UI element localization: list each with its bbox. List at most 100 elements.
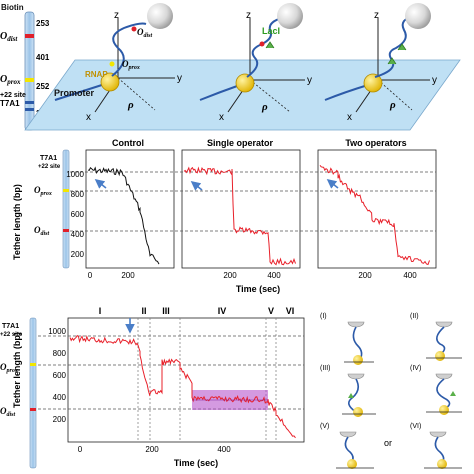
trace-single-operator bbox=[183, 166, 296, 266]
stage-i: I bbox=[99, 306, 102, 316]
len-253: 253 bbox=[36, 19, 50, 28]
schematic-single-operator: z y x ρ LacI bbox=[199, 3, 312, 123]
arrow-single bbox=[190, 181, 203, 191]
plot-frame-control bbox=[85, 149, 175, 269]
bar-b-site: +22 site bbox=[38, 164, 61, 170]
title-single: Single operator bbox=[207, 138, 274, 148]
ytick-c-600: 600 bbox=[53, 371, 67, 380]
rho-label: ρ bbox=[127, 99, 134, 111]
xtick-b1-200: 200 bbox=[121, 271, 135, 280]
site-marker bbox=[25, 101, 34, 104]
trace-c bbox=[69, 334, 296, 439]
plot-frame-single bbox=[181, 149, 301, 269]
dna-construct-bar-top: Biotin 253 Odist 401 Oprox 252 +22 site … bbox=[0, 3, 50, 131]
cartoon-vi bbox=[424, 431, 462, 469]
ytick-1000: 1000 bbox=[66, 170, 84, 179]
rho-label-3: ρ bbox=[389, 99, 396, 111]
ytick-600: 600 bbox=[71, 210, 85, 219]
xtick-b2-400: 400 bbox=[267, 271, 281, 280]
len-401: 401 bbox=[36, 53, 50, 62]
rnap-ball bbox=[100, 72, 120, 92]
panel-b-xlabel: Time (sec) bbox=[236, 284, 280, 294]
ytick-c-200: 200 bbox=[53, 415, 67, 424]
xtick-c-200: 200 bbox=[145, 445, 159, 454]
o-dist-label: Odist bbox=[0, 31, 18, 43]
axis-z-label: z bbox=[114, 10, 119, 21]
cartoon-iv bbox=[426, 373, 462, 415]
stage-iv: IV bbox=[218, 306, 227, 316]
bar-c-t7a1: T7A1 bbox=[2, 323, 19, 330]
bar-c-site: +22 site bbox=[0, 332, 23, 338]
o-prox-marker bbox=[25, 78, 34, 82]
ytick-c-1000: 1000 bbox=[48, 327, 66, 336]
cartoon-i bbox=[344, 321, 374, 365]
bar-b-odist: Odist bbox=[34, 225, 50, 237]
title-control: Control bbox=[112, 138, 144, 148]
axis-x-label: x bbox=[86, 112, 91, 123]
panel-c-xlabel: Time (sec) bbox=[174, 458, 218, 468]
len-252: 252 bbox=[36, 82, 50, 91]
axis-z-label-2: z bbox=[246, 10, 251, 21]
bar-b-t7a1: T7A1 bbox=[40, 155, 57, 162]
ytick-c-400: 400 bbox=[53, 393, 67, 402]
o-prox-label-s: Oprox bbox=[122, 59, 140, 71]
biotin-label: Biotin bbox=[1, 3, 24, 12]
cartoon-ii bbox=[426, 321, 462, 361]
schematic-control: z y x ρ Odist Oprox RNAP Promoter bbox=[54, 3, 182, 123]
xtick-b2-200: 200 bbox=[223, 271, 237, 280]
laci-protein bbox=[265, 41, 275, 49]
cartoon-v bbox=[336, 431, 374, 469]
axis-x-label-3: x bbox=[347, 112, 352, 123]
o-dist-marker bbox=[25, 34, 34, 38]
laci-label: LacI bbox=[262, 26, 280, 36]
plot-frame-two bbox=[317, 149, 437, 269]
ytick-200: 200 bbox=[71, 250, 85, 259]
arrow-control bbox=[94, 179, 107, 189]
cartoon-label-vi: (VI) bbox=[410, 423, 421, 430]
xtick-b3-400: 400 bbox=[403, 271, 417, 280]
bar-b-oprox: Oprox bbox=[34, 185, 52, 197]
arrow-two bbox=[326, 179, 339, 189]
cartoon-iii bbox=[342, 373, 376, 417]
bar-c-oprox: Oprox bbox=[0, 362, 18, 374]
panel-b-ylabel: Tether length (bp) bbox=[12, 184, 22, 260]
panel-c: Tether length (bp) T7A1 +22 site Oprox O… bbox=[0, 306, 305, 469]
rho-label-2: ρ bbox=[261, 101, 268, 113]
panel-b: Tether length (bp) T7A1 +22 site Oprox O… bbox=[12, 138, 437, 294]
stage-v: V bbox=[268, 306, 274, 316]
xtick-b3-200: 200 bbox=[358, 271, 372, 280]
o-dist-label-s: Odist bbox=[137, 27, 153, 39]
t7a1-label: T7A1 bbox=[0, 99, 20, 108]
panel-c-ylabel: Tether length (bp) bbox=[12, 332, 22, 408]
axis-x-label-2: x bbox=[219, 112, 224, 123]
cartoon-label-i: (I) bbox=[320, 313, 327, 320]
ytick-400: 400 bbox=[71, 230, 85, 239]
o-prox-label: Oprox bbox=[0, 74, 21, 86]
t7a1-marker bbox=[25, 108, 34, 111]
cartoon-label-iv: (IV) bbox=[410, 365, 421, 372]
plot-frame-c bbox=[67, 317, 305, 443]
ytick-800: 800 bbox=[71, 190, 85, 199]
axis-y-label: y bbox=[177, 73, 182, 84]
ytick-c-800: 800 bbox=[53, 349, 67, 358]
trace-control bbox=[87, 166, 160, 265]
promoter-label: Promoter bbox=[54, 88, 95, 98]
stage-vi: VI bbox=[286, 306, 295, 316]
bead bbox=[147, 3, 173, 29]
stage-ii: II bbox=[141, 306, 146, 316]
axis-y-label-2: y bbox=[307, 75, 312, 86]
cartoon-grid: (I) (II) (III) (IV) (V) (VI) or bbox=[320, 313, 462, 469]
rnap-label: RNAP bbox=[85, 70, 108, 79]
title-two: Two operators bbox=[345, 138, 406, 148]
xtick-b1-0: 0 bbox=[88, 271, 93, 280]
cartoon-label-v: (V) bbox=[320, 423, 329, 430]
stage-iii: III bbox=[162, 306, 170, 316]
xtick-c-0: 0 bbox=[78, 445, 83, 454]
cartoon-label-ii: (II) bbox=[410, 313, 419, 320]
xtick-c-400: 400 bbox=[217, 445, 231, 454]
cartoon-label-iii: (III) bbox=[320, 365, 331, 372]
axis-y-label-3: y bbox=[432, 75, 437, 86]
schematic-two-operators: z y x ρ bbox=[324, 3, 437, 123]
site-label: +22 site bbox=[0, 92, 26, 99]
